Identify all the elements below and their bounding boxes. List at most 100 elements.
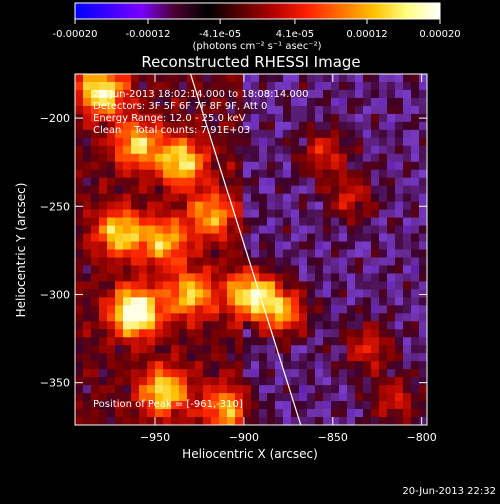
- heatmap-cell: [347, 217, 356, 227]
- heatmap-cell: [235, 161, 244, 171]
- heatmap-cell: [203, 153, 212, 163]
- heatmap-cell: [139, 273, 148, 283]
- heatmap-cell: [403, 137, 412, 147]
- heatmap-cell: [243, 257, 252, 267]
- heatmap-cell: [107, 337, 116, 346]
- heatmap-cell: [259, 265, 268, 275]
- heatmap-cell: [99, 289, 108, 298]
- heatmap-cell: [331, 377, 340, 386]
- heatmap-cell: [235, 353, 244, 362]
- heatmap-cell: [299, 209, 308, 219]
- heatmap-cell: [203, 409, 212, 418]
- heatmap-cell: [307, 185, 316, 195]
- heatmap-cell: [211, 225, 220, 235]
- heatmap-cell: [211, 313, 220, 322]
- heatmap-cell: [403, 417, 412, 425]
- heatmap-cell: [155, 337, 164, 346]
- heatmap-cell: [187, 297, 196, 306]
- heatmap-cell: [291, 105, 300, 115]
- heatmap-cell: [267, 233, 276, 243]
- heatmap-cell: [171, 97, 180, 107]
- heatmap-cell: [219, 233, 228, 243]
- heatmap-cell: [195, 81, 204, 91]
- heatmap-cell: [283, 121, 292, 131]
- heatmap-cell: [403, 249, 412, 259]
- heatmap-cell: [195, 313, 204, 322]
- heatmap-cell: [83, 273, 92, 283]
- heatmap-cell: [131, 249, 140, 259]
- heatmap-cell: [131, 97, 140, 107]
- heatmap-cell: [259, 137, 268, 147]
- heatmap-cell: [379, 225, 388, 235]
- heatmap-cell: [259, 249, 268, 259]
- heatmap-cell: [179, 345, 188, 354]
- heatmap-cell: [203, 241, 212, 251]
- heatmap-cell: [307, 361, 316, 370]
- heatmap-cell: [91, 225, 100, 235]
- heatmap-cell: [163, 129, 172, 139]
- heatmap-cell: [163, 257, 172, 267]
- heatmap-cell: [75, 353, 84, 362]
- heatmap-cell: [251, 89, 260, 99]
- heatmap-cell: [227, 329, 236, 338]
- heatmap-cell: [347, 225, 356, 235]
- heatmap-cell: [395, 225, 404, 235]
- heatmap-cell: [347, 369, 356, 378]
- heatmap-cell: [147, 281, 156, 290]
- heatmap-cell: [179, 337, 188, 346]
- heatmap-cell: [195, 177, 204, 187]
- heatmap-cell: [187, 209, 196, 219]
- heatmap-cell: [267, 209, 276, 219]
- heatmap-cell: [211, 281, 220, 290]
- heatmap-cell: [291, 393, 300, 402]
- heatmap-cell: [355, 121, 364, 131]
- heatmap-cell: [139, 353, 148, 362]
- heatmap-cell: [243, 289, 252, 298]
- heatmap-cell: [323, 369, 332, 378]
- heatmap-cell: [171, 169, 180, 179]
- heatmap-cell: [283, 313, 292, 322]
- heatmap-cell: [107, 305, 116, 314]
- heatmap-cell: [171, 105, 180, 115]
- y-axis-ticks: −200−250−300−350: [40, 112, 427, 390]
- heatmap-cell: [283, 129, 292, 139]
- heatmap-cell: [219, 329, 228, 338]
- heatmap-cell: [259, 289, 268, 298]
- heatmap-cell: [195, 273, 204, 283]
- heatmap-cell: [187, 393, 196, 402]
- heatmap-cell: [107, 321, 116, 330]
- heatmap-cell: [163, 97, 172, 107]
- heatmap-cell: [299, 225, 308, 235]
- heatmap-cell: [403, 385, 412, 394]
- heatmap-cell: [403, 129, 412, 139]
- heatmap-cell: [283, 273, 292, 283]
- heatmap-cell: [259, 329, 268, 338]
- heatmap-cell: [243, 121, 252, 131]
- heatmap-cell: [131, 217, 140, 227]
- heatmap-cell: [139, 409, 148, 418]
- heatmap-cell: [123, 249, 132, 259]
- heatmap-cell: [227, 417, 236, 425]
- heatmap-cell: [387, 393, 396, 402]
- heatmap-cell: [283, 329, 292, 338]
- heatmap-cell: [307, 265, 316, 275]
- heatmap-cell: [259, 113, 268, 123]
- heatmap-cell: [187, 377, 196, 386]
- heatmap-cell: [139, 209, 148, 219]
- heatmap-cell: [387, 161, 396, 171]
- heatmap-cell: [371, 353, 380, 362]
- heatmap-cell: [75, 81, 84, 91]
- heatmap-cell: [275, 249, 284, 259]
- heatmap-cell: [275, 265, 284, 275]
- heatmap-cell: [387, 105, 396, 115]
- heatmap-cell: [355, 177, 364, 187]
- heatmap-cell: [227, 201, 236, 211]
- heatmap-cell: [291, 417, 300, 425]
- heatmap-cell: [155, 385, 164, 394]
- heatmap-cell: [171, 353, 180, 362]
- heatmap-cell: [243, 345, 252, 354]
- heatmap-cell: [227, 377, 236, 386]
- heatmap-cell: [227, 281, 236, 290]
- heatmap-cell: [387, 369, 396, 378]
- heatmap-cell: [99, 233, 108, 243]
